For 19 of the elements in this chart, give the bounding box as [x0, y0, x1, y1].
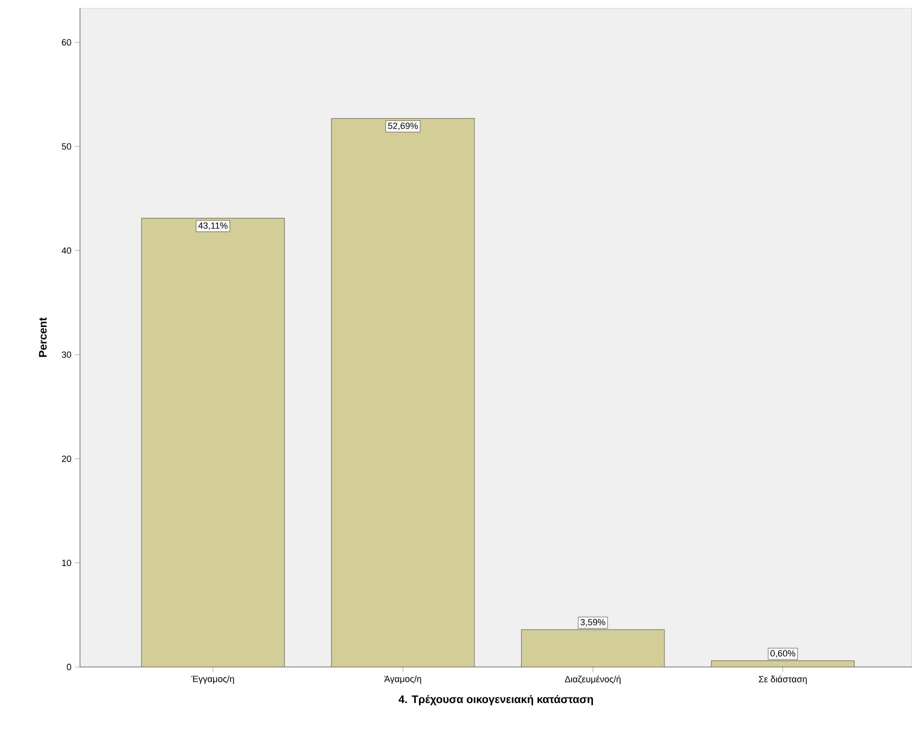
- data-label: 43,11%: [198, 222, 228, 230]
- y-tick-label: 10: [62, 560, 72, 566]
- data-label: 52,69%: [388, 122, 418, 130]
- data-label: 0,60%: [770, 650, 796, 658]
- y-tick-label: 60: [62, 39, 72, 46]
- y-tick-label: 50: [62, 143, 72, 150]
- y-axis-title: Percent: [39, 318, 47, 357]
- y-tick-label: 30: [62, 351, 72, 358]
- x-tick-label: Σε διάσταση: [758, 676, 807, 684]
- data-label: 3,59%: [580, 619, 606, 626]
- x-tick-label: Έγγαμος/η: [191, 676, 234, 684]
- x-axis-title: 4. Τρέχουσα οικογενειακή κατάσταση: [398, 694, 593, 706]
- y-tick-label: 40: [62, 247, 72, 254]
- bar: [331, 118, 475, 667]
- x-tick-label: Άγαμος/η: [384, 676, 422, 684]
- bar: [141, 218, 285, 667]
- y-tick-label: 20: [62, 456, 72, 462]
- x-tick-label: Διαζευμένος/ή: [564, 676, 621, 684]
- y-tick-label: 0: [66, 664, 72, 670]
